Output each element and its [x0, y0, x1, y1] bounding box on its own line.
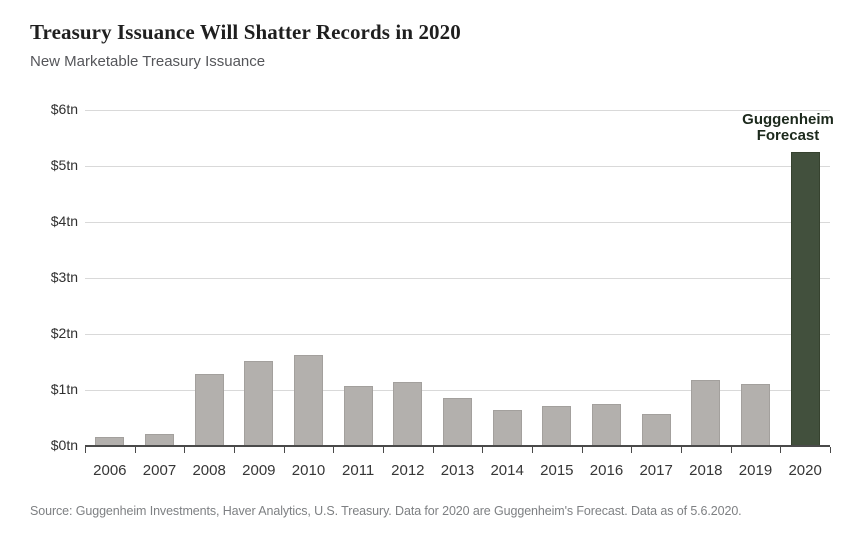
bar-2010	[294, 354, 323, 446]
y-axis-label-0tn: $0tn	[50, 437, 78, 453]
x-axis-label-2006: 2006	[93, 462, 127, 479]
y-axis-label-3tn: $3tn	[50, 269, 78, 285]
bar-2011	[343, 385, 373, 446]
bar-2017	[641, 413, 671, 446]
gridline-3tn	[85, 278, 830, 279]
x-axis-label-2020: 2020	[788, 462, 822, 479]
x-axis-tick	[134, 447, 136, 453]
chart-subtitle: New Marketable Treasury Issuance	[30, 53, 266, 70]
bar-2015	[542, 405, 572, 446]
forecast-annotation-line1: Guggenheim	[742, 111, 834, 128]
bar-2016	[592, 404, 621, 446]
bar-2019	[741, 384, 770, 446]
gridline-1tn	[85, 390, 830, 391]
x-axis-label-2009: 2009	[242, 462, 276, 479]
x-axis-tick	[383, 447, 384, 453]
source-note: Source: Guggenheim Investments, Haver An…	[30, 504, 742, 518]
x-axis-tick	[333, 447, 335, 453]
x-axis-label-2019: 2019	[738, 462, 773, 479]
x-axis-tick	[234, 447, 235, 453]
x-axis-label-2008: 2008	[192, 462, 226, 479]
x-axis-tick	[85, 447, 86, 453]
y-axis-label-4tn: $4tn	[50, 213, 78, 229]
y-axis-label-5tn: $5tn	[50, 157, 78, 173]
bar-2020	[790, 152, 820, 446]
x-axis-label-2018: 2018	[689, 462, 723, 479]
x-axis-label-2015: 2015	[540, 462, 574, 479]
x-axis-label-2014: 2014	[490, 462, 524, 479]
gridline-5tn	[85, 166, 830, 167]
y-axis-label-2tn: $2tn	[50, 325, 78, 341]
x-axis-label-2007: 2007	[142, 462, 177, 479]
bar-2018	[691, 379, 721, 446]
x-axis-tick	[581, 447, 583, 453]
bar-2009	[244, 361, 274, 446]
x-axis-tick	[532, 447, 533, 453]
x-axis-tick	[432, 447, 434, 453]
x-axis-tick	[631, 447, 633, 453]
x-axis-label-2016: 2016	[589, 462, 624, 479]
forecast-annotation: Guggenheim Forecast	[718, 112, 858, 144]
x-axis-tick	[830, 447, 831, 453]
y-axis-label-6tn: $6tn	[50, 101, 78, 117]
bar-2012	[393, 382, 423, 446]
gridline-6tn	[85, 110, 830, 111]
forecast-annotation-line2: Forecast	[756, 127, 820, 144]
bar-2013	[443, 398, 472, 446]
x-axis-tick	[184, 447, 186, 453]
x-axis-tick	[730, 447, 732, 453]
x-axis-tick	[482, 447, 484, 453]
y-axis-label-1tn: $1tn	[50, 381, 78, 397]
x-axis-tick	[681, 447, 682, 453]
x-axis-label-2010: 2010	[291, 462, 326, 479]
gridline-4tn	[85, 222, 830, 223]
x-axis-tick	[283, 447, 285, 453]
x-axis-label-2013: 2013	[440, 462, 475, 479]
x-axis-tick	[780, 447, 782, 453]
chart-title: Treasury Issuance Will Shatter Records i…	[30, 20, 461, 44]
bar-2014	[492, 409, 522, 446]
x-axis-label-2017: 2017	[639, 462, 673, 479]
x-axis-label-2011: 2011	[342, 462, 375, 479]
bar-2008	[194, 373, 224, 446]
x-axis-label-2012: 2012	[391, 462, 425, 479]
x-axis-line	[85, 445, 830, 447]
gridline-2tn	[85, 334, 830, 335]
